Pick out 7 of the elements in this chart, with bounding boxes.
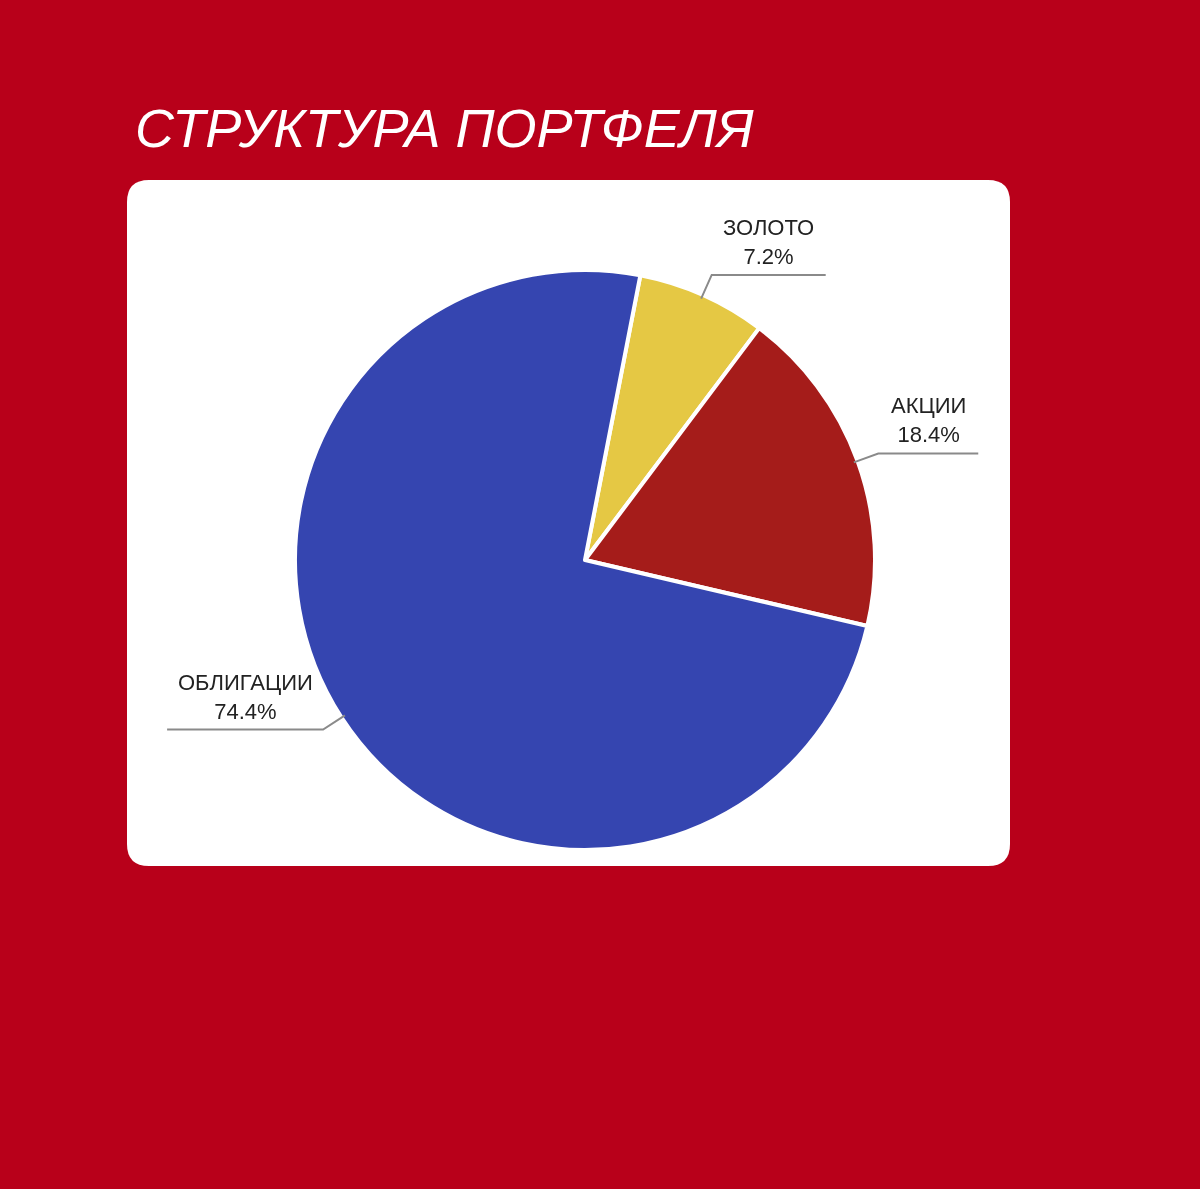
slice-label: ОБЛИГАЦИИ <box>178 670 313 695</box>
slice-label: АКЦИИ <box>891 393 967 418</box>
data-label: 74.4% <box>214 698 277 724</box>
slice-label: ЗОЛОТО <box>723 215 815 240</box>
chart-title: СТРУКТУРА ПОРТФЕЛЯ <box>135 97 754 158</box>
data-label: 18.4% <box>897 421 960 447</box>
data-label: 7.2% <box>743 243 794 269</box>
